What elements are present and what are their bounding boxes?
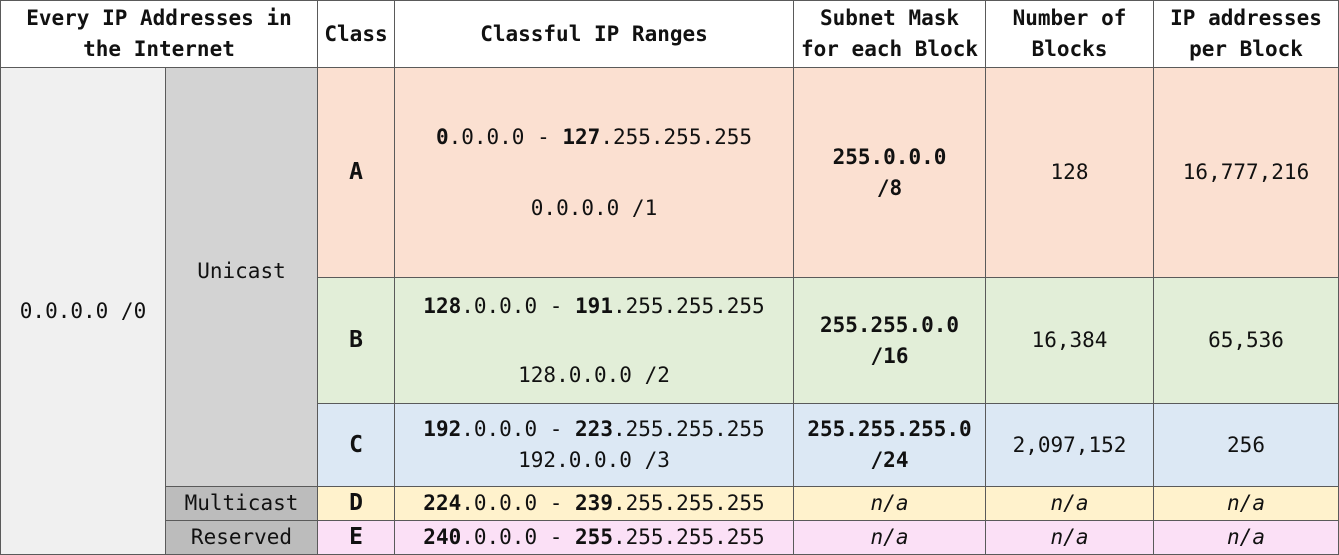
- blocks-b: 16,384: [985, 277, 1154, 404]
- reserved-label: Reserved: [165, 520, 318, 555]
- header-ips-per-block: IP addresses per Block: [1153, 0, 1339, 68]
- mask-a: 255.0.0.0 /8: [793, 67, 986, 278]
- class-letter-b: B: [317, 277, 395, 404]
- mask-b: 255.255.0.0 /16: [793, 277, 986, 404]
- class-letter-e: E: [317, 520, 395, 555]
- class-letter-c: C: [317, 403, 395, 487]
- range-a: 0.0.0.0 - 127.255.255.255 0.0.0.0 /1: [394, 67, 794, 278]
- header-ranges: Classful IP Ranges: [394, 0, 794, 68]
- per-block-c: 256: [1153, 403, 1339, 487]
- mask-d: n/a: [793, 486, 986, 521]
- unicast-label: Unicast: [165, 67, 318, 487]
- row-class-e: Reserved E 240.0.0.0 - 255.255.255.255 n…: [0, 520, 1339, 555]
- header-subnet-mask: Subnet Mask for each Block: [793, 0, 986, 68]
- mask-c: 255.255.255.0 /24: [793, 403, 986, 487]
- header-all-addresses: Every IP Addresses in the Internet: [0, 0, 318, 68]
- range-b-span: 128.0.0.0 - 191.255.255.255: [423, 293, 765, 318]
- row-class-a: 0.0.0.0 /0 Unicast A 0.0.0.0 - 127.255.2…: [0, 67, 1339, 555]
- range-b: 128.0.0.0 - 191.255.255.255 128.0.0.0 /2: [394, 277, 794, 404]
- header-class: Class: [317, 0, 395, 68]
- range-c: 192.0.0.0 - 223.255.255.255 192.0.0.0 /3: [394, 403, 794, 487]
- blocks-a: 128: [985, 67, 1154, 278]
- range-a-span: 0.0.0.0 - 127.255.255.255: [435, 124, 753, 149]
- per-block-e: n/a: [1153, 520, 1339, 555]
- class-letter-a: A: [317, 67, 395, 278]
- blocks-e: n/a: [985, 520, 1154, 555]
- row-class-d: Multicast D 224.0.0.0 - 239.255.255.255 …: [0, 486, 1339, 521]
- per-block-b: 65,536: [1153, 277, 1339, 404]
- cidr-a: 0.0.0.0 /1: [530, 195, 658, 220]
- blocks-c: 2,097,152: [985, 403, 1154, 487]
- range-e: 240.0.0.0 - 255.255.255.255: [394, 520, 794, 555]
- header-row: Every IP Addresses in the Internet Class…: [0, 0, 1339, 68]
- multicast-label: Multicast: [165, 486, 318, 521]
- range-d: 224.0.0.0 - 239.255.255.255: [394, 486, 794, 521]
- row-class-b: B 128.0.0.0 - 191.255.255.255 128.0.0.0 …: [0, 277, 1339, 404]
- mask-e: n/a: [793, 520, 986, 555]
- cidr-c: 192.0.0.0 /3: [518, 448, 670, 472]
- blocks-d: n/a: [985, 486, 1154, 521]
- per-block-d: n/a: [1153, 486, 1339, 521]
- all-addresses-cidr: 0.0.0.0 /0: [0, 67, 166, 555]
- per-block-a: 16,777,216: [1153, 67, 1339, 278]
- header-number-of-blocks: Number of Blocks: [985, 0, 1154, 68]
- cidr-b: 128.0.0.0 /2: [518, 362, 670, 387]
- class-letter-d: D: [317, 486, 395, 521]
- range-c-span: 192.0.0.0 - 223.255.255.255: [423, 417, 765, 441]
